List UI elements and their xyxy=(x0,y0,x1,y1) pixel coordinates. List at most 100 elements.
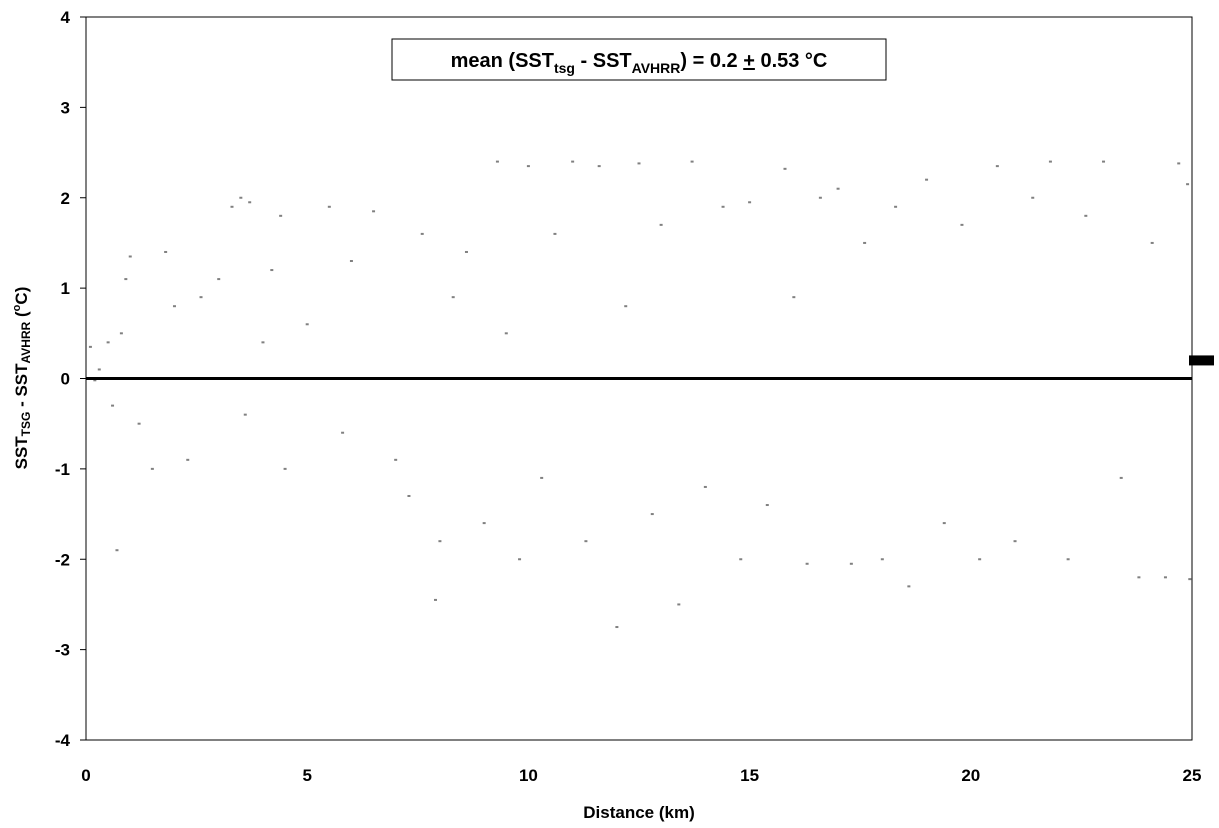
data-point xyxy=(464,250,468,253)
data-point xyxy=(1066,558,1070,561)
data-point xyxy=(164,250,168,253)
data-point xyxy=(128,255,132,258)
data-point xyxy=(115,549,119,552)
data-point xyxy=(239,196,243,199)
data-point xyxy=(124,278,128,281)
data-point xyxy=(327,205,331,208)
data-point xyxy=(863,241,867,244)
x-tick-label: 10 xyxy=(519,766,538,785)
y-tick-label: 4 xyxy=(61,8,71,27)
data-point xyxy=(739,558,743,561)
data-point xyxy=(659,223,663,226)
data-point xyxy=(703,485,707,488)
data-point xyxy=(451,296,455,299)
data-point xyxy=(217,278,221,281)
data-point xyxy=(261,341,265,344)
data-point xyxy=(1013,540,1017,543)
data-point xyxy=(420,232,424,235)
data-point xyxy=(907,585,911,588)
x-tick-label: 20 xyxy=(961,766,980,785)
annotation-box xyxy=(391,38,887,81)
data-point xyxy=(150,467,154,470)
data-point xyxy=(894,205,898,208)
data-point xyxy=(526,165,530,168)
y-tick-label: -3 xyxy=(55,641,70,660)
data-point xyxy=(637,162,641,165)
data-point xyxy=(615,626,619,629)
data-point xyxy=(597,165,601,168)
y-tick-label: -1 xyxy=(55,460,70,479)
y-axis-ticks: -4 -3 -2 -1 0 1 2 3 4 xyxy=(55,8,86,750)
x-axis-title: Distance (km) xyxy=(583,803,694,822)
y-tick-label: 3 xyxy=(61,98,70,117)
data-point xyxy=(836,187,840,190)
data-point xyxy=(93,379,97,382)
data-point xyxy=(540,476,544,479)
data-point xyxy=(1048,160,1052,163)
y-tick-label: 1 xyxy=(61,279,70,298)
data-point xyxy=(341,431,345,434)
data-point xyxy=(433,598,437,601)
data-point xyxy=(1177,162,1181,165)
data-point xyxy=(119,332,123,335)
data-point xyxy=(106,341,110,344)
data-point xyxy=(849,562,853,565)
data-point xyxy=(438,540,442,543)
data-point xyxy=(1102,160,1106,163)
data-point xyxy=(650,513,654,516)
data-point xyxy=(199,296,203,299)
data-point xyxy=(88,345,92,348)
data-point xyxy=(349,260,353,263)
data-point xyxy=(880,558,884,561)
x-tick-label: 25 xyxy=(1183,766,1202,785)
data-point xyxy=(97,368,101,371)
data-point xyxy=(690,160,694,163)
data-point xyxy=(765,504,769,507)
data-point xyxy=(1150,241,1154,244)
data-point xyxy=(584,540,588,543)
annotation-text: mean (SSTtsg - SSTAVHRR) = 0.2 + 0.53 °C xyxy=(451,50,828,76)
x-tick-label: 15 xyxy=(740,766,759,785)
data-point xyxy=(925,178,929,181)
y-tick-label: -2 xyxy=(55,550,70,569)
data-point xyxy=(1137,576,1141,579)
x-tick-label: 5 xyxy=(302,766,311,785)
data-point xyxy=(186,458,190,461)
data-point xyxy=(305,323,309,326)
data-point xyxy=(805,562,809,565)
data-point xyxy=(783,167,787,170)
data-points xyxy=(88,160,1192,629)
data-point xyxy=(407,494,411,497)
data-point xyxy=(571,160,575,163)
y-tick-label: 0 xyxy=(61,370,70,389)
data-point xyxy=(553,232,557,235)
data-point xyxy=(748,201,752,204)
data-point xyxy=(172,305,176,308)
data-point xyxy=(283,467,287,470)
data-point xyxy=(230,205,234,208)
data-point xyxy=(1119,476,1123,479)
mean-marker xyxy=(1189,355,1214,366)
data-point xyxy=(995,165,999,168)
x-axis-ticks: 0 5 10 15 20 25 xyxy=(81,766,1201,785)
x-tick-label: 0 xyxy=(81,766,90,785)
data-point xyxy=(624,305,628,308)
data-point xyxy=(248,201,252,204)
data-point xyxy=(792,296,796,299)
y-tick-label: 2 xyxy=(61,189,70,208)
data-point xyxy=(270,269,274,272)
data-point xyxy=(721,205,725,208)
data-point xyxy=(243,413,247,416)
data-point xyxy=(111,404,115,407)
data-point xyxy=(137,422,141,425)
data-point xyxy=(818,196,822,199)
data-point xyxy=(504,332,508,335)
data-point xyxy=(482,522,486,525)
data-point xyxy=(978,558,982,561)
y-axis-title: SSTTSG - SSTAVHRR (oC) xyxy=(11,287,33,470)
data-point xyxy=(1031,196,1035,199)
data-point xyxy=(518,558,522,561)
data-point xyxy=(495,160,499,163)
y-tick-label: -4 xyxy=(55,731,71,750)
